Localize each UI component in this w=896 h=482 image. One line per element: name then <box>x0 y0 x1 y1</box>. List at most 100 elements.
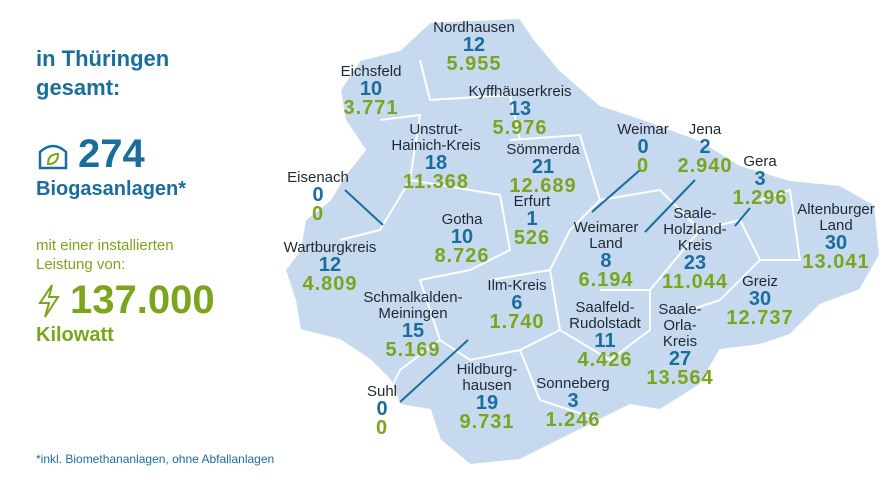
region-name: Weimarer <box>573 219 639 236</box>
region-power: 5.976 <box>492 117 548 139</box>
region-name: Suhl <box>366 383 398 400</box>
region-label: Gotha 10 8.726 <box>434 212 490 267</box>
region-count: 27 <box>668 348 692 370</box>
region-count: 30 <box>824 232 848 254</box>
capacity-unit: Kilowatt <box>36 324 114 346</box>
region-name: Nordhausen <box>433 19 515 36</box>
region-power: 13.041 <box>802 251 870 273</box>
region-label: Suhl 0 0 <box>366 383 398 439</box>
footnote: *inkl. Biomethananlagen, ohne Abfallanla… <box>36 452 275 466</box>
region-label: Sömmerda 21 12.689 <box>506 141 580 197</box>
total-count: 274 <box>78 132 145 176</box>
region-power: 1.296 <box>732 187 788 209</box>
region-count: 15 <box>401 320 425 342</box>
region-label: Ilm-Kreis 6 1.740 <box>487 277 547 333</box>
region-power: 4.426 <box>577 349 633 371</box>
region-label: Saale- Orla- Kreis 27 13.564 <box>646 301 714 389</box>
region-name: Erfurt <box>513 193 551 210</box>
region-count: 10 <box>450 226 474 248</box>
region-name: Altenburger <box>797 201 875 218</box>
region-count: 23 <box>683 252 707 274</box>
region-label: Unstrut- Hainich-Kreis 18 11.368 <box>391 121 481 193</box>
region-label: Nordhausen 12 5.955 <box>433 19 515 75</box>
region-count: 0 <box>376 398 388 420</box>
region-count: 13 <box>508 98 532 120</box>
region-label: Saale- Holzland- Kreis 23 11.044 <box>661 206 729 293</box>
region-power: 4.809 <box>302 273 358 295</box>
region-label: Eichsfeld 10 3.771 <box>340 63 402 119</box>
region-name: Wartburgkreis <box>283 239 377 256</box>
region-count: 12 <box>462 34 486 56</box>
leader-line <box>644 179 696 233</box>
region-name: Saalfeld- <box>575 299 635 316</box>
region-name: Kreis <box>677 237 713 254</box>
region-power: 5.169 <box>385 339 441 361</box>
region-label: Altenburger Land 30 13.041 <box>797 201 875 273</box>
region-label: Saalfeld- Rudolstadt 11 4.426 <box>569 299 641 371</box>
region-power: 12.737 <box>726 307 794 329</box>
region-count: 18 <box>424 152 448 174</box>
region-name: Holzland- <box>663 221 727 238</box>
region-label: Weimarer Land 8 6.194 <box>573 219 639 291</box>
region-count: 10 <box>359 78 383 100</box>
region-name: Kreis <box>662 333 698 350</box>
region-count: 21 <box>531 156 555 178</box>
region-name: Schmalkalden- <box>363 289 463 306</box>
region-power: 8.726 <box>434 245 490 267</box>
region-name: Hainich-Kreis <box>391 137 481 154</box>
region-name: hausen <box>462 377 512 394</box>
biogas-icon <box>38 144 68 169</box>
region-name: Eisenach <box>287 169 349 186</box>
region-name: Sonneberg <box>536 375 610 392</box>
region-name: Ilm-Kreis <box>487 277 547 294</box>
region-count: 30 <box>748 288 772 310</box>
thuringia-outline <box>283 16 882 467</box>
region-power: 0 <box>311 203 325 225</box>
region-power: 2.940 <box>677 155 733 177</box>
capacity-row: 137.000 <box>36 278 215 323</box>
leader-line <box>344 189 384 226</box>
region-label: Weimar 0 0 <box>617 121 669 177</box>
region-power: 526 <box>513 227 551 249</box>
region-count: 6 <box>511 292 523 314</box>
region-power: 13.564 <box>646 367 714 389</box>
region-name: Rudolstadt <box>569 315 641 332</box>
heading: in Thüringen gesamt: <box>36 46 170 100</box>
region-count: 19 <box>475 392 499 414</box>
region-count: 8 <box>600 250 612 272</box>
region-count: 3 <box>567 390 579 412</box>
region-power: 3.771 <box>343 97 399 119</box>
region-name: Weimar <box>617 121 669 138</box>
region-power: 1.246 <box>545 409 601 431</box>
region-name: Meiningen <box>378 305 448 322</box>
region-power: 1.740 <box>489 311 545 333</box>
region-name: Gera <box>743 153 777 170</box>
region-label: Gera 3 1.296 <box>732 153 788 209</box>
region-name: Hildburg- <box>456 361 518 378</box>
region-power: 0 <box>636 155 650 177</box>
leader-line <box>591 169 641 213</box>
region-name: Saale- <box>658 301 702 318</box>
region-name: Land <box>589 235 623 252</box>
region-power: 11.044 <box>661 271 729 293</box>
region-label: Hildburg-hausen 19 9.731 <box>456 361 518 433</box>
region-name: Unstrut- <box>409 121 463 138</box>
region-name: Eichsfeld <box>340 63 402 80</box>
region-power: 5.955 <box>446 53 502 75</box>
region-power: 6.194 <box>578 269 634 291</box>
region-count: 2 <box>699 136 711 158</box>
region-name: Greiz <box>742 273 778 290</box>
capacity: 137.000 <box>70 278 215 322</box>
lightning-icon <box>38 283 60 318</box>
region-power: 11.368 <box>402 171 470 193</box>
capacity-intro: mit einer installierten Leistung von: <box>36 237 174 273</box>
region-name: Jena <box>688 121 722 138</box>
leader-line <box>399 339 469 403</box>
region-count: 0 <box>637 136 649 158</box>
region-label: Kyffhäuserkreis 13 5.976 <box>468 84 571 139</box>
leader-line <box>734 207 751 227</box>
region-name: Sömmerda <box>506 141 580 158</box>
region-label: Jena 2 2.940 <box>677 121 733 177</box>
region-power: 9.731 <box>459 411 515 433</box>
